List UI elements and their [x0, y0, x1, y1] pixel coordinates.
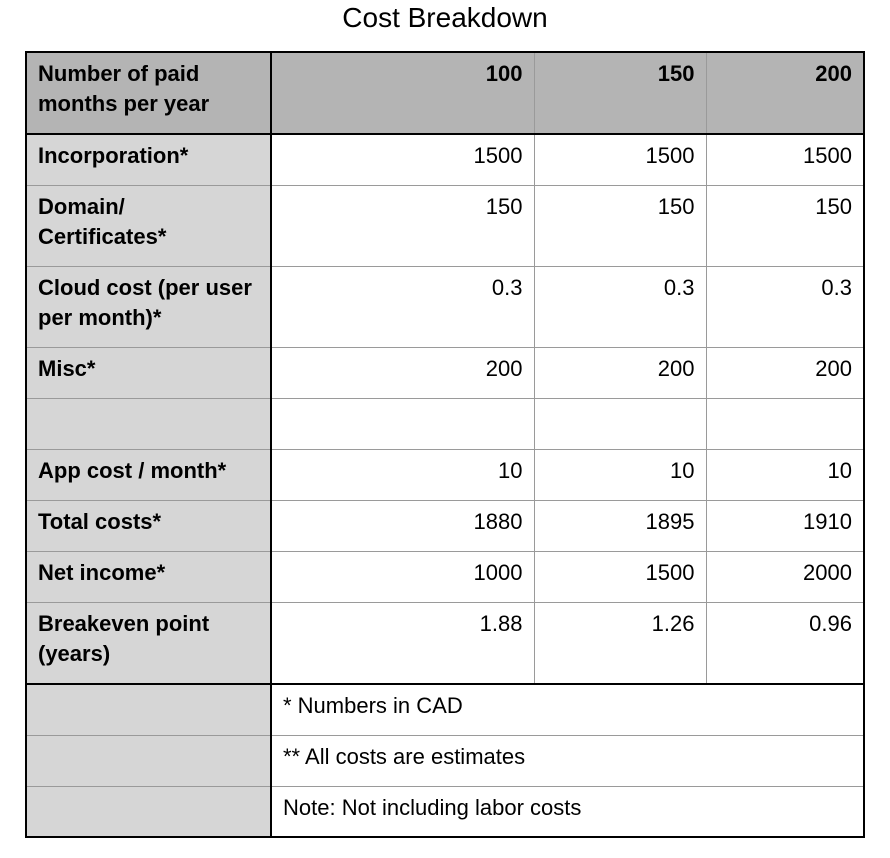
row-label — [25, 397, 272, 450]
cell: 0.96 — [705, 601, 865, 685]
cell — [270, 397, 535, 450]
note-label-cell — [25, 785, 272, 838]
row-label: Total costs* — [25, 499, 272, 552]
header-label: Number of paid months per year — [25, 51, 272, 135]
cell: 200 — [705, 346, 865, 399]
note-row: ** All costs are estimates — [25, 734, 865, 787]
row-label: Domain/ Certificates* — [25, 184, 272, 267]
header-row: Number of paid months per year 100 150 2… — [25, 51, 865, 135]
cell: 10 — [705, 448, 865, 501]
cell — [705, 397, 865, 450]
cell: 1910 — [705, 499, 865, 552]
cell: 1500 — [705, 133, 865, 186]
cell: 1500 — [533, 550, 707, 603]
table-title: Cost Breakdown — [342, 2, 548, 33]
cell: 1500 — [270, 133, 535, 186]
cell: 0.3 — [705, 265, 865, 348]
cell: 1880 — [270, 499, 535, 552]
table-row: App cost / month* 10 10 10 — [25, 448, 865, 501]
table-row: Misc* 200 200 200 — [25, 346, 865, 399]
row-label: Breakeven point (years) — [25, 601, 272, 685]
table-row-empty — [25, 397, 865, 450]
cell: 1.26 — [533, 601, 707, 685]
cell: 150 — [705, 184, 865, 267]
note-row: Note: Not including labor costs — [25, 785, 865, 838]
note-label-cell — [25, 734, 272, 787]
note-estimates: ** All costs are estimates — [270, 734, 865, 787]
header-col-150: 150 — [533, 51, 707, 135]
header-col-100: 100 — [270, 51, 535, 135]
cell: 0.3 — [270, 265, 535, 348]
note-label-cell — [25, 683, 272, 736]
table-row: Total costs* 1880 1895 1910 — [25, 499, 865, 552]
cell: 10 — [270, 448, 535, 501]
table-row: Cloud cost (per user per month)* 0.3 0.3… — [25, 265, 865, 348]
cost-breakdown-table: Number of paid months per year 100 150 2… — [25, 51, 865, 838]
table-row: Incorporation* 1500 1500 1500 — [25, 133, 865, 186]
cell — [533, 397, 707, 450]
cell: 1.88 — [270, 601, 535, 685]
cell: 1000 — [270, 550, 535, 603]
cell: 2000 — [705, 550, 865, 603]
row-label: Net income* — [25, 550, 272, 603]
note-cad: * Numbers in CAD — [270, 683, 865, 736]
row-label: Cloud cost (per user per month)* — [25, 265, 272, 348]
row-label: Misc* — [25, 346, 272, 399]
table-row: Net income* 1000 1500 2000 — [25, 550, 865, 603]
table-row: Domain/ Certificates* 150 150 150 — [25, 184, 865, 267]
row-label: App cost / month* — [25, 448, 272, 501]
cell: 150 — [533, 184, 707, 267]
cell: 10 — [533, 448, 707, 501]
cell: 0.3 — [533, 265, 707, 348]
cell: 200 — [533, 346, 707, 399]
note-labor: Note: Not including labor costs — [270, 785, 865, 838]
cell: 150 — [270, 184, 535, 267]
cell: 200 — [270, 346, 535, 399]
header-col-200: 200 — [705, 51, 865, 135]
cell: 1500 — [533, 133, 707, 186]
row-label: Incorporation* — [25, 133, 272, 186]
table-row: Breakeven point (years) 1.88 1.26 0.96 — [25, 601, 865, 685]
cell: 1895 — [533, 499, 707, 552]
note-row: * Numbers in CAD — [25, 683, 865, 736]
